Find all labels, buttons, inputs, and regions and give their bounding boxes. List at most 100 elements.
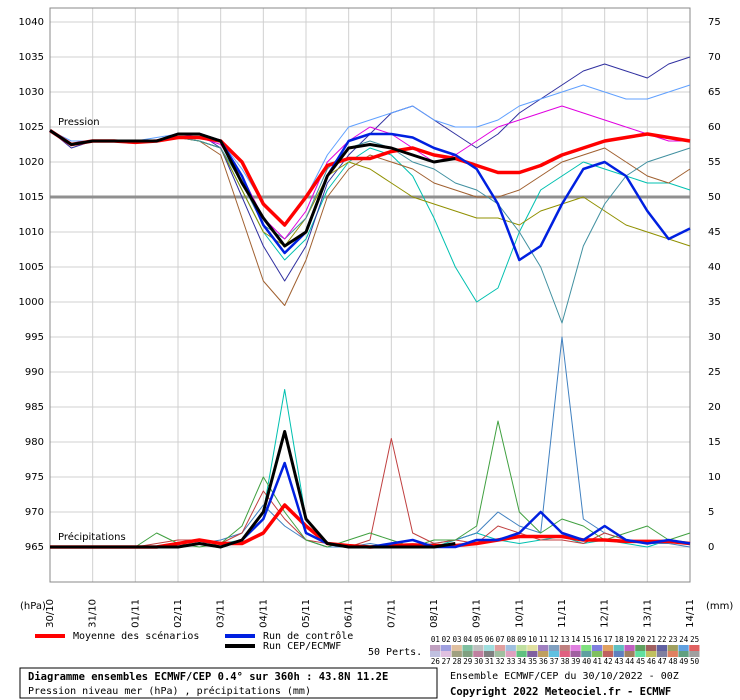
perturbation-swatch [646,645,657,651]
perturbation-number: 50 [690,657,700,666]
perturbation-number: 29 [463,657,472,666]
series-layer [49,56,691,549]
y-tick-label: 995 [25,332,44,343]
perturbation-swatch [581,651,592,657]
perturbation-swatch [516,645,527,651]
perturbation-number: 09 [517,635,526,644]
perturbation-swatch [430,651,441,657]
perturbation-number: 24 [679,635,689,644]
perturbation-number: 36 [539,657,549,666]
perturbation-number: 45 [636,657,645,666]
perturbation-number: 33 [506,657,515,666]
perturbation-swatch [613,645,624,651]
perturbation-swatch [602,645,614,651]
perturbation-swatch [462,651,473,657]
perturbation-label: 50 Perts. [368,647,422,658]
perturbation-swatch [559,645,570,651]
perturbation-swatch [527,651,538,657]
perturbation-swatch [689,651,700,657]
perturbation-swatch [451,645,462,651]
perturbation-swatch [646,651,657,657]
perturbation-swatch [430,645,441,651]
legend-label: Run CEP/ECMWF [263,641,341,652]
x-tick-label: 14/11 [685,599,696,628]
perturbation-swatch [473,645,484,651]
series-line [50,420,691,548]
perturbation-number: 10 [528,635,538,644]
annotation: Pression [58,117,100,128]
y2-tick-label: 70 [708,52,721,63]
footer-run: Ensemble ECMWF/CEP du 30/10/2022 - 00Z [450,671,679,682]
y2-tick-label: 40 [708,262,721,273]
y-axis-label: (hPa) [20,601,46,612]
perturbation-swatch [624,645,635,651]
perturbation-swatch [548,651,560,657]
perturbation-swatch [559,651,570,657]
y2-tick-label: 15 [708,437,721,448]
perturbation-number: 15 [582,635,591,644]
x-tick-label: 03/11 [216,599,227,628]
y2-tick-label: 55 [708,157,721,168]
perturbation-number: 23 [668,635,677,644]
perturbation-number: 46 [647,657,657,666]
x-tick-label: 06/11 [344,599,355,628]
perturbation-number: 28 [452,657,462,666]
y-tick-label: 980 [25,437,44,448]
perturbation-number: 12 [550,635,559,644]
perturbation-number: 07 [496,635,505,644]
perturbation-swatch [527,645,538,651]
legend-label: Run de contrôle [263,630,353,642]
perturbation-number: 43 [614,657,623,666]
perturbation-swatch [516,651,527,657]
y-tick-label: 975 [25,472,44,483]
perturbation-number: 40 [582,657,592,666]
perturbation-number: 37 [550,657,559,666]
x-tick-label: 07/11 [386,599,397,628]
x-tick-label: 12/11 [600,599,611,628]
perturbation-number: 21 [647,635,656,644]
y2-axis-label: (mm) [706,601,733,612]
perturbation-number: 31 [485,657,494,666]
perturbation-number: 26 [431,657,441,666]
perturbation-number: 11 [539,635,548,644]
y-tick-label: 1040 [19,17,44,28]
y2-tick-label: 75 [708,17,721,28]
perturbation-swatch [451,651,462,657]
perturbation-number: 25 [690,635,699,644]
x-tick-label: 04/11 [258,599,269,628]
legend-label: Moyenne des scénarios [73,630,199,642]
perturbation-swatch [462,645,473,651]
perturbation-swatch [484,645,495,651]
perturbation-number: 02 [442,635,451,644]
series-line [49,129,456,248]
perturbation-swatch [592,645,603,651]
labels-layer: Pression Précipitations (hPa) (mm) 50 Pe… [19,17,733,699]
perturbation-swatch [689,645,700,651]
footer-copyright: Copyright 2022 Meteociel.fr - ECMWF [450,686,671,698]
y-tick-label: 965 [25,542,44,553]
y-tick-label: 1030 [19,87,44,98]
x-tick-label: 31/10 [88,599,99,628]
y2-tick-label: 35 [708,297,721,308]
perturbation-number: 44 [625,657,635,666]
perturbation-number: 34 [517,657,527,666]
perturbation-swatch [656,645,668,651]
y-tick-label: 1025 [19,122,44,133]
y-tick-label: 1005 [19,262,44,273]
perturbation-number: 19 [625,635,634,644]
perturbation-number: 18 [614,635,624,644]
perturbation-swatch [592,651,603,657]
plot-frame [49,7,691,583]
perturbation-swatch [440,645,452,651]
y2-tick-label: 65 [708,87,721,98]
x-tick-label: 02/11 [173,599,184,628]
annotation: Précipitations [58,531,126,543]
y-tick-label: 1010 [19,227,44,238]
perturbation-swatch [624,651,635,657]
x-tick-label: 08/11 [429,599,440,628]
perturbation-number: 35 [528,657,537,666]
perturbation-swatch [548,645,560,651]
perturbation-swatch [656,651,668,657]
y2-tick-label: 5 [708,507,714,518]
